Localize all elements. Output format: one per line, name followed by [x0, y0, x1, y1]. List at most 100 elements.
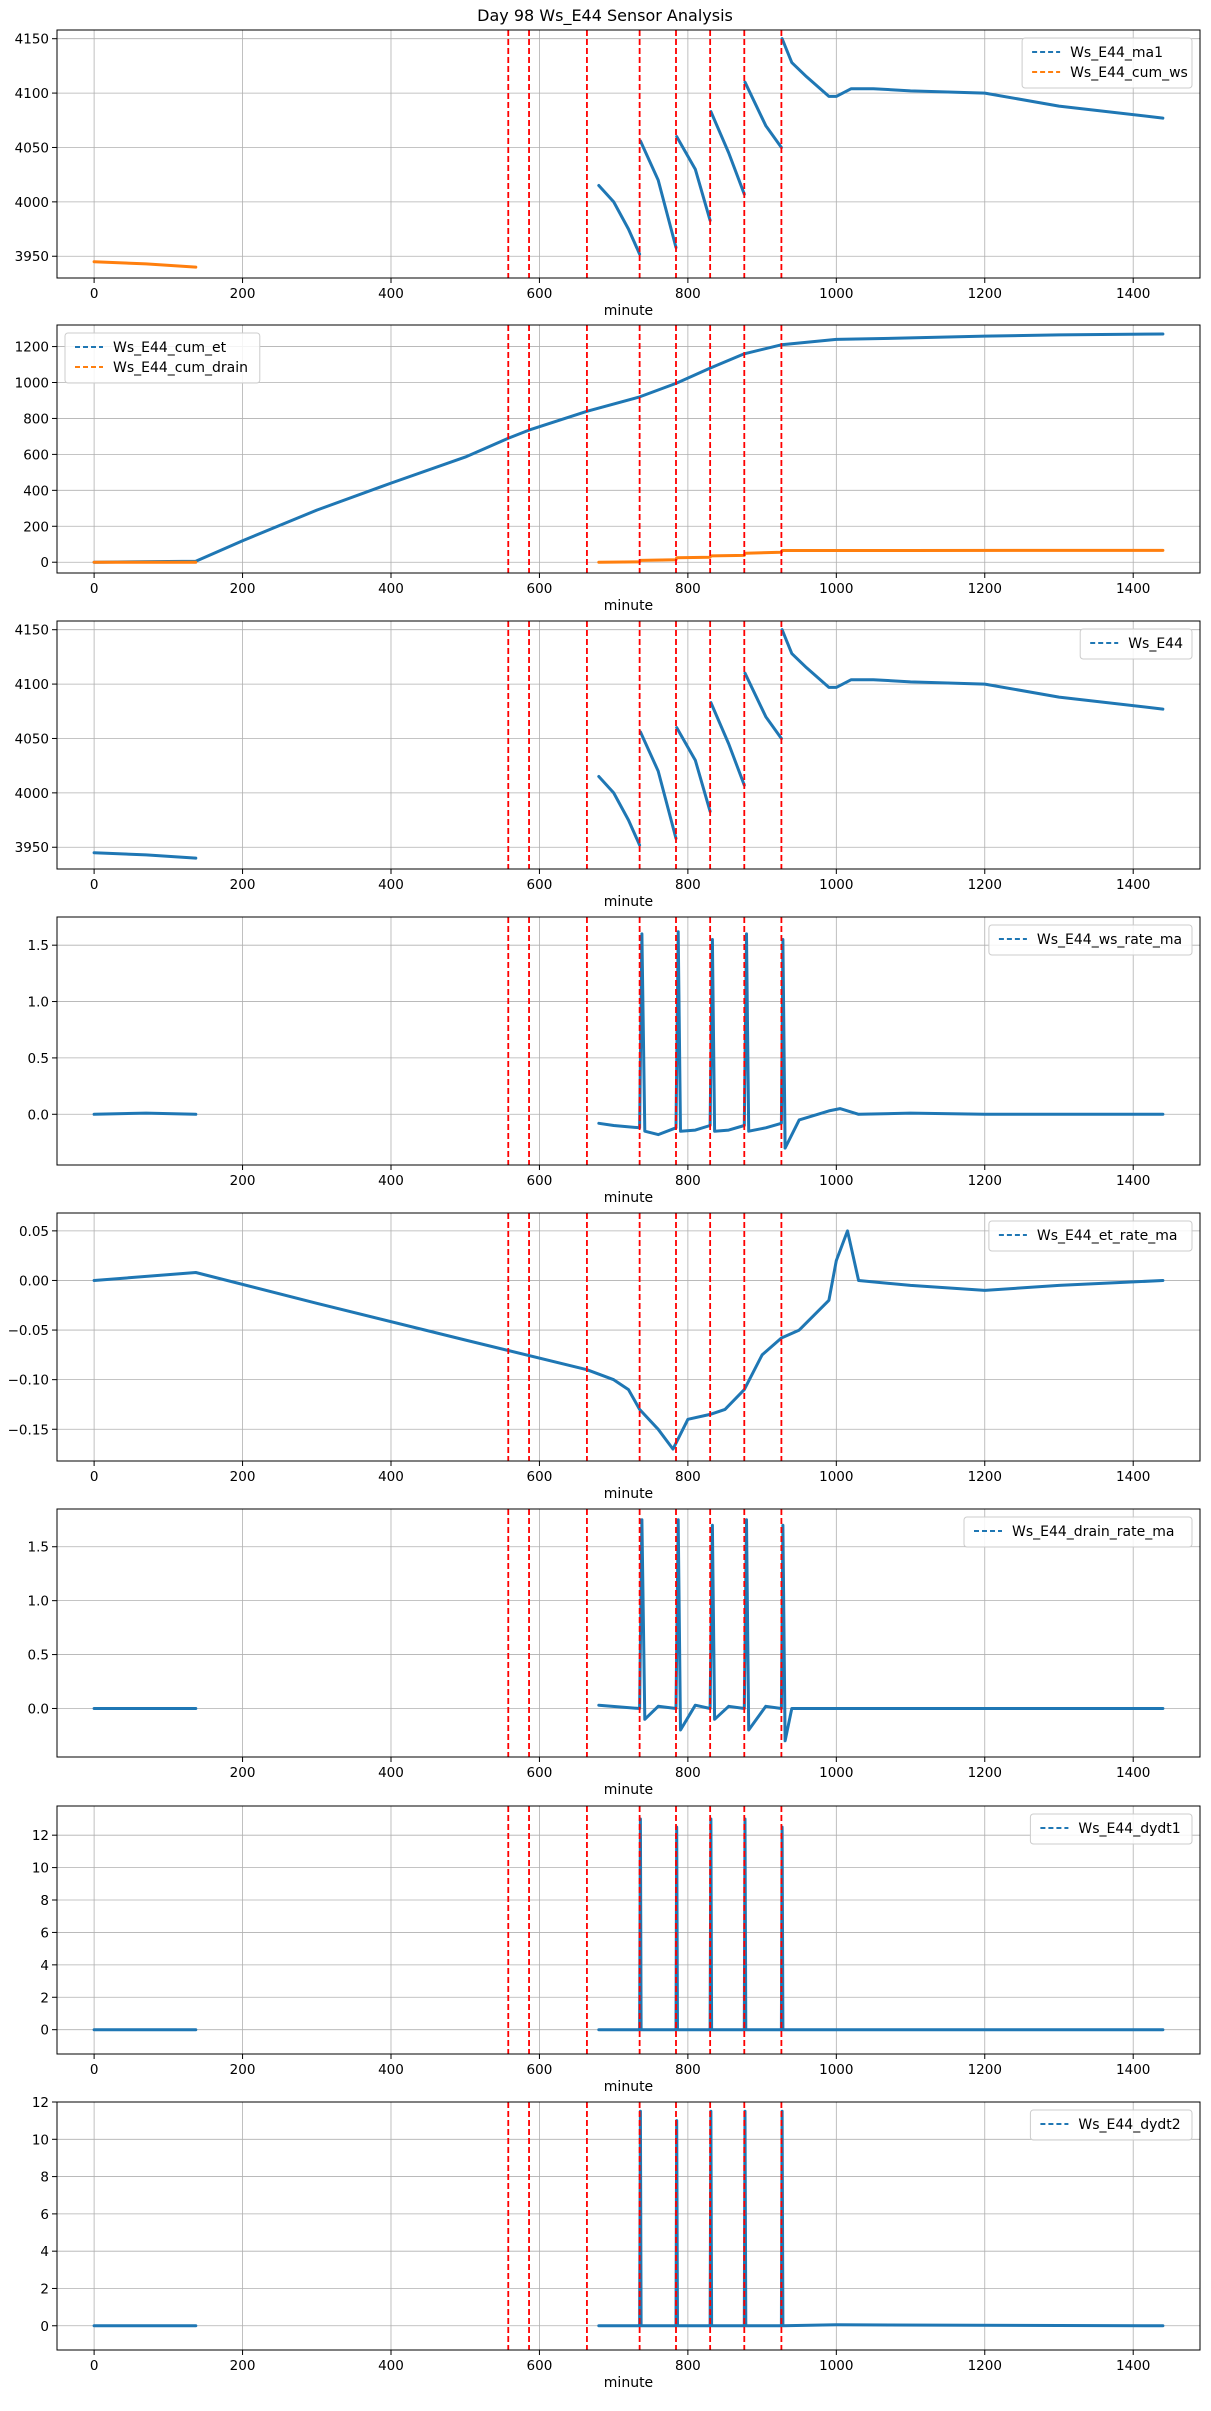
x-tick-label: 1200: [968, 581, 1002, 597]
y-tick-label: 1.0: [28, 1594, 49, 1610]
x-tick-label: 1400: [1116, 2062, 1150, 2078]
y-tick-label: −0.15: [8, 1422, 49, 1438]
legend-box: [1029, 1813, 1193, 1845]
x-tick-label: 0: [90, 2062, 99, 2078]
legend: Ws_E44_dydt2: [1029, 2109, 1193, 2141]
series-line: [743, 671, 783, 740]
legend-box: [1029, 2109, 1193, 2141]
x-tick-label: 1200: [968, 286, 1002, 302]
legend-label: Ws_E44_cum_ws: [1070, 65, 1188, 81]
series-line: [597, 775, 642, 847]
x-tick-label: 0: [90, 1469, 99, 1485]
x-tick-label: 1200: [968, 877, 1002, 893]
x-tick-label: 1000: [819, 1469, 853, 1485]
legend-box: [988, 1220, 1193, 1252]
series-line: [780, 37, 1165, 120]
x-tick-label: 600: [527, 1765, 553, 1781]
x-tick-label: 1000: [819, 2062, 853, 2078]
x-tick-label: 1200: [968, 2062, 1002, 2078]
x-axis-label: minute: [604, 598, 653, 614]
y-tick-label: 0: [40, 2023, 49, 2039]
axes-frame: [56, 620, 1201, 870]
x-tick-label: 200: [230, 1469, 256, 1485]
x-axis-label: minute: [604, 2375, 653, 2391]
x-tick-label: 600: [527, 1173, 553, 1189]
y-tick-label: 4000: [15, 786, 49, 802]
panels: 0 200 400 600 800 1000 1200 1400395040004050410…: [8, 29, 1201, 2391]
y-tick-label: −0.10: [8, 1373, 49, 1389]
x-tick-label: 200: [230, 286, 256, 302]
y-tick-label: 400: [23, 483, 49, 499]
x-tick-label: 600: [527, 877, 553, 893]
x-tick-label: 400: [378, 877, 404, 893]
legend-label: Ws_E44_drain_rate_ma: [1012, 1524, 1174, 1540]
x-tick-label: 400: [378, 1173, 404, 1189]
y-tick-label: 12: [32, 2095, 49, 2111]
y-tick-label: 4150: [15, 623, 49, 639]
series-line: [638, 139, 678, 249]
series-line: [92, 260, 198, 269]
y-tick-label: 6: [40, 2207, 49, 2223]
x-tick-label: 1200: [968, 2358, 1002, 2374]
y-tick-label: 8: [40, 2170, 49, 2186]
x-tick-label: 800: [675, 877, 701, 893]
x-tick-label: 1200: [968, 1765, 1002, 1781]
x-tick-label: 800: [675, 1173, 701, 1189]
x-tick-label: 1200: [968, 1469, 1002, 1485]
y-tick-label: 3950: [15, 249, 49, 265]
legend: Ws_E44_drain_rate_ma: [963, 1516, 1193, 1548]
series-line: [92, 332, 1165, 564]
series-line: [675, 135, 712, 222]
legend-label: Ws_E44_ws_rate_ma: [1037, 932, 1182, 948]
panel-7: 0 200 400 600 800 1000 1200 1400 0 2 4 6 8 10 12 minute…: [32, 1805, 1201, 2095]
axes-frame: [56, 29, 1201, 279]
legend: Ws_E44_ma1 Ws_E44_cum_ws: [1021, 37, 1193, 89]
y-tick-label: 600: [23, 447, 49, 463]
y-tick-label: 0.05: [19, 1224, 49, 1240]
x-axis-label: minute: [604, 1486, 653, 1502]
y-tick-label: 0.0: [28, 1107, 49, 1123]
y-tick-label: 4100: [15, 86, 49, 102]
x-tick-label: 400: [378, 1765, 404, 1781]
x-tick-label: 600: [527, 581, 553, 597]
series-Ws_E44_cum_et: [92, 332, 1165, 564]
x-tick-label: 1400: [1116, 877, 1150, 893]
x-tick-label: 400: [378, 1469, 404, 1485]
x-tick-label: 400: [378, 286, 404, 302]
y-tick-label: 10: [32, 2132, 49, 2148]
x-tick-label: 1400: [1116, 1469, 1150, 1485]
y-tick-label: 4050: [15, 731, 49, 747]
y-tick-label: 1000: [15, 376, 49, 392]
x-tick-label: 1000: [819, 1765, 853, 1781]
x-axis-label: minute: [604, 303, 653, 319]
legend-label: Ws_E44_cum_drain: [113, 360, 248, 376]
y-tick-label: 4150: [15, 32, 49, 48]
x-axis-label: minute: [604, 1190, 653, 1206]
series-Ws_E44_ws_rate_ma: [92, 930, 1165, 1150]
y-tick-label: 0.00: [19, 1273, 49, 1289]
y-tick-label: 1.5: [28, 938, 49, 954]
plot-area: [92, 37, 1165, 269]
x-tick-label: 0: [90, 877, 99, 893]
y-tick-label: 0: [40, 555, 49, 571]
series-line: [597, 184, 642, 256]
x-tick-label: 800: [675, 1469, 701, 1485]
panel-6: 200 400 600 800 1000 1200 1400 0.0 0.5 1.0 1.5 minu…: [28, 1508, 1201, 1798]
y-tick-label: 4000: [15, 195, 49, 211]
x-tick-label: 800: [675, 2358, 701, 2374]
x-tick-label: 1400: [1116, 2358, 1150, 2374]
panel-8: 0 200 400 600 800 1000 1200 1400 0 2 4 6 8 10 12 minute…: [32, 2095, 1201, 2391]
x-tick-label: 400: [378, 2358, 404, 2374]
x-axis-label: minute: [604, 894, 653, 910]
series-line: [597, 930, 1165, 1150]
legend-box: [64, 332, 261, 384]
series-line: [92, 851, 198, 860]
plot-area: [92, 332, 1165, 564]
x-tick-label: 1200: [968, 1173, 1002, 1189]
x-tick-label: 600: [527, 286, 553, 302]
x-tick-label: 0: [90, 2358, 99, 2374]
y-tick-label: 3950: [15, 840, 49, 856]
y-tick-label: 0.0: [28, 1701, 49, 1717]
